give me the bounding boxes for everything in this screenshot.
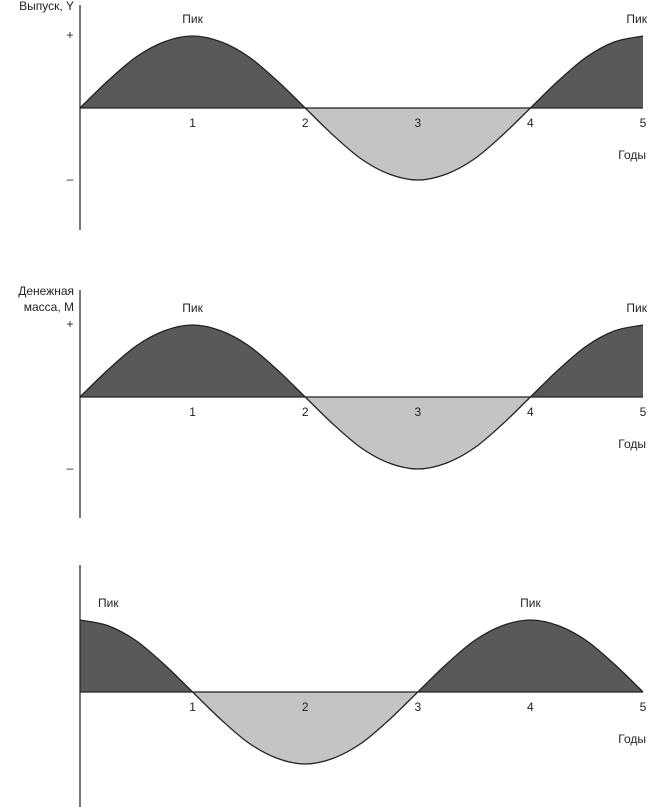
area-positive xyxy=(80,36,643,108)
x-axis-label: Годы xyxy=(618,732,646,746)
curve xyxy=(79,35,644,181)
y-axis-label: масса, M xyxy=(24,300,74,314)
y-tick-label: + xyxy=(66,28,73,42)
x-tick-label: 3 xyxy=(414,700,421,714)
x-tick-label: 2 xyxy=(302,700,309,714)
annotation: Пик xyxy=(626,12,647,26)
curve xyxy=(79,324,644,470)
y-axis-label: Выпуск, Y xyxy=(19,0,74,13)
y-tick-label: – xyxy=(67,172,74,186)
x-tick-label: 5 xyxy=(640,116,647,130)
x-tick-label: 4 xyxy=(527,700,534,714)
x-axis-label: Годы xyxy=(618,148,646,162)
x-axis-label: Годы xyxy=(618,437,646,451)
area-negative xyxy=(80,692,643,764)
x-tick-label: 1 xyxy=(189,405,196,419)
x-tick-label: 4 xyxy=(527,116,534,130)
area-positive xyxy=(80,325,643,397)
x-tick-label: 1 xyxy=(189,700,196,714)
x-tick-label: 3 xyxy=(414,116,421,130)
x-tick-label: 5 xyxy=(640,405,647,419)
annotation: Пик xyxy=(182,12,203,26)
annotation: Пик xyxy=(182,301,203,315)
x-tick-label: 4 xyxy=(527,405,534,419)
curve xyxy=(79,619,644,765)
y-tick-label: – xyxy=(67,461,74,475)
annotation: Пик xyxy=(626,301,647,315)
x-tick-label: 5 xyxy=(640,700,647,714)
x-tick-label: 2 xyxy=(302,116,309,130)
x-tick-label: 2 xyxy=(302,405,309,419)
annotation: Пик xyxy=(98,596,119,610)
area-negative xyxy=(80,108,643,180)
x-tick-label: 1 xyxy=(189,116,196,130)
annotation: Пик xyxy=(520,596,541,610)
area-positive xyxy=(80,620,643,692)
x-tick-label: 3 xyxy=(414,405,421,419)
area-negative xyxy=(80,397,643,469)
y-axis-label: Денежная xyxy=(18,284,74,298)
y-tick-label: + xyxy=(66,317,73,331)
